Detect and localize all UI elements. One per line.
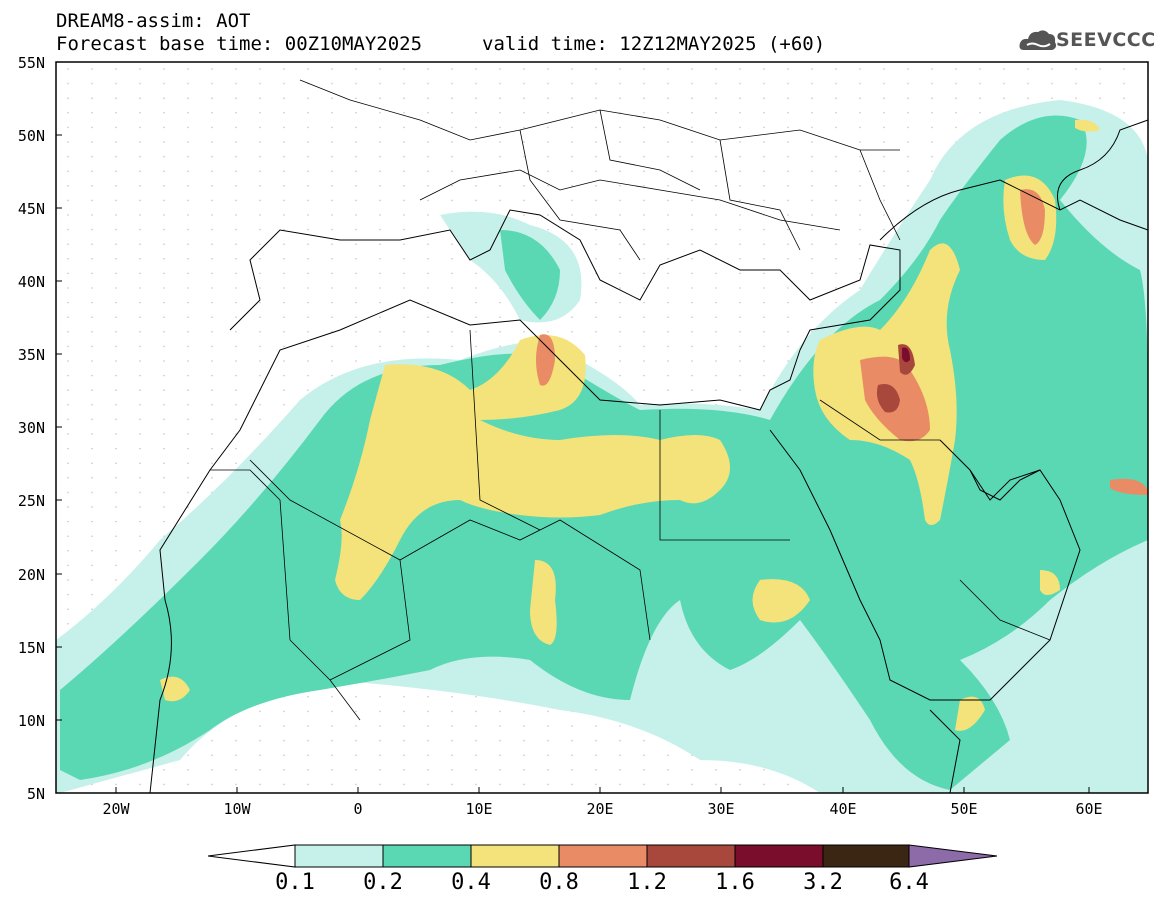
lon-label-30e: 30E bbox=[707, 800, 735, 818]
logo-text: SEEVCCC bbox=[1056, 29, 1156, 51]
coastlines bbox=[149, 119, 1148, 793]
colorbar-min-arrow bbox=[207, 844, 296, 868]
lon-label-40e: 40E bbox=[829, 800, 857, 818]
colorbar-label-0.2: 0.2 bbox=[363, 870, 403, 895]
lon-label-60e: 60E bbox=[1075, 800, 1103, 818]
aot-band-1.6 bbox=[902, 347, 910, 363]
colorbar-box-0 bbox=[294, 844, 384, 868]
lat-label-25n: 25N bbox=[17, 492, 45, 510]
lon-label-20w: 20W bbox=[102, 800, 130, 818]
valid-time: valid time: 12Z12MAY2025 (+60) bbox=[482, 33, 826, 55]
colorbar-label-3.2: 3.2 bbox=[803, 870, 843, 895]
colorbar-label-6.4: 6.4 bbox=[889, 870, 929, 895]
colorbar-box-4 bbox=[646, 844, 736, 868]
colorbar-label-0.4: 0.4 bbox=[451, 870, 491, 895]
lat-label-35n: 35N bbox=[17, 346, 45, 364]
lat-label-30n: 30N bbox=[17, 419, 45, 437]
colorbar-box-6 bbox=[822, 844, 910, 868]
cloud-icon bbox=[1019, 30, 1056, 50]
lat-label-20n: 20N bbox=[17, 566, 45, 584]
borders bbox=[210, 79, 1051, 721]
axis-ticks bbox=[56, 134, 1090, 793]
colorbar-label-1.2: 1.2 bbox=[627, 870, 667, 895]
forecast-base-time: Forecast base time: 00Z10MAY2025 bbox=[56, 33, 423, 55]
map-title: DREAM8-assim: AOT bbox=[56, 10, 251, 32]
lat-label-50n: 50N bbox=[17, 127, 45, 145]
lon-label-10w: 10W bbox=[223, 800, 251, 818]
colorbar-box-5 bbox=[734, 844, 824, 868]
lon-label-20e: 20E bbox=[586, 800, 614, 818]
lat-label-45n: 45N bbox=[17, 200, 45, 218]
colorbar-box-2 bbox=[470, 844, 560, 868]
colorbar-label-1.6: 1.6 bbox=[715, 870, 755, 895]
lon-label-0: 0 bbox=[353, 800, 363, 818]
colorbar-box-1 bbox=[382, 844, 472, 868]
colorbar-label-0.1: 0.1 bbox=[275, 870, 315, 895]
colorbar-box-3 bbox=[558, 844, 648, 868]
lon-label-10e: 10E bbox=[465, 800, 493, 818]
lon-label-50e: 50E bbox=[950, 800, 978, 818]
lat-label-40n: 40N bbox=[17, 273, 45, 291]
lat-label-10n: 10N bbox=[17, 712, 45, 730]
lat-label-15n: 15N bbox=[17, 639, 45, 657]
lat-label-5n: 5N bbox=[26, 785, 45, 803]
colorbar-max-arrow bbox=[908, 844, 998, 868]
lat-label-55n: 55N bbox=[17, 54, 45, 72]
colorbar-label-0.8: 0.8 bbox=[539, 870, 579, 895]
